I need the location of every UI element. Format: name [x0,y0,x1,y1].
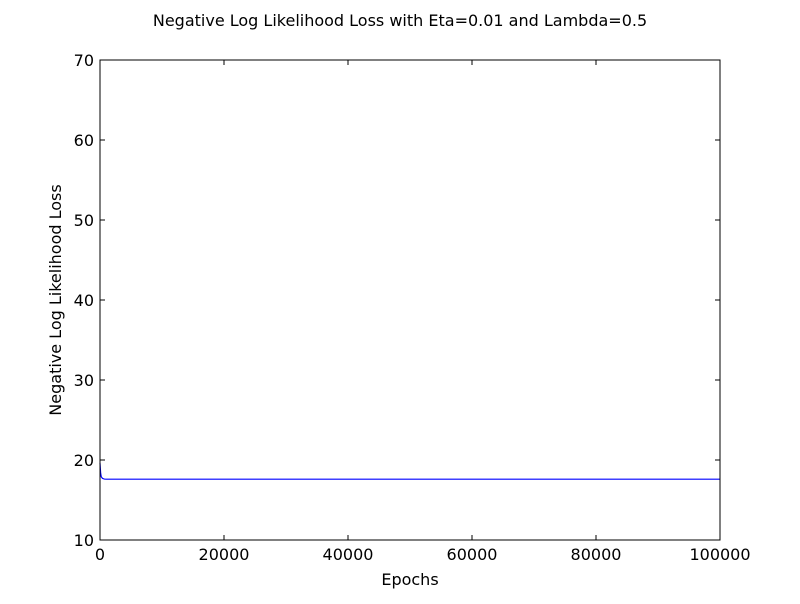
x-tick-label: 0 [95,545,105,564]
y-tick-label: 40 [74,291,94,310]
x-tick-label: 40000 [323,545,374,564]
y-tick-label: 60 [74,131,94,150]
y-tick-label: 10 [74,531,94,550]
x-tick-label: 100000 [689,545,750,564]
series-line-0 [99,463,720,480]
y-tick-label: 30 [74,371,94,390]
x-tick-label: 20000 [199,545,250,564]
x-tick-label: 60000 [447,545,498,564]
x-tick-label: 80000 [571,545,622,564]
y-tick-label: 20 [74,451,94,470]
y-tick-label: 70 [74,51,94,70]
y-axis-label: Negative Log Likelihood Loss [46,184,65,415]
axes: 0 20000 40000 60000 80000 100000 10 20 30 40 50 60 7… [74,51,751,564]
plot-area [99,463,720,480]
plot-frame [99,59,721,541]
x-axis-label: Epochs [381,570,438,589]
chart-title: Negative Log Likelihood Loss with Eta=0.… [153,11,647,30]
y-tick-label: 50 [74,211,94,230]
